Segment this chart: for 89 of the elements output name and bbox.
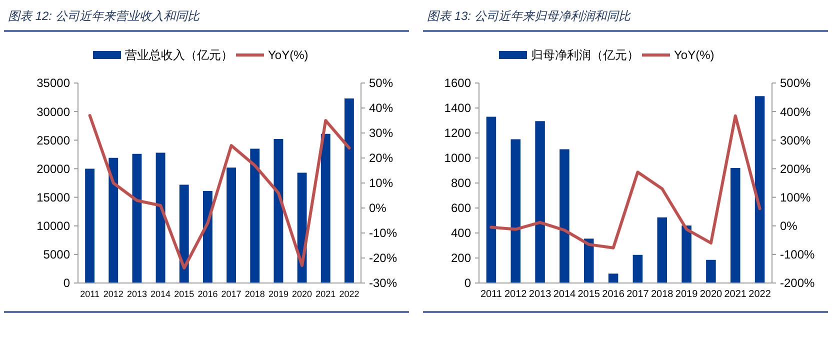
bar — [274, 139, 284, 283]
y2-tick-label: 0% — [369, 201, 387, 216]
y-tick-label: 5000 — [43, 248, 70, 262]
y-tick-label: 35000 — [36, 76, 70, 90]
x-tick-label: 2012 — [504, 289, 528, 300]
x-tick-label: 2022 — [748, 289, 772, 300]
x-tick-label: 2012 — [103, 289, 124, 299]
line-series — [490, 114, 762, 250]
x-tick-label: 2019 — [675, 289, 698, 300]
y-tick-label: 25000 — [36, 133, 70, 148]
x-tick-label: 2016 — [602, 289, 625, 300]
x-tick-label: 2022 — [339, 289, 360, 299]
bar — [535, 121, 545, 283]
x-tick-label: 2015 — [578, 289, 600, 300]
x-tick-label: 2013 — [528, 289, 552, 300]
y2-tick-label: 500% — [780, 76, 812, 90]
y-tick-label: 600 — [450, 201, 472, 216]
y-tick-label: 0 — [464, 276, 472, 290]
bar — [344, 98, 354, 283]
y-tick-label: 0 — [63, 276, 70, 290]
legend-label: YoY(%) — [268, 48, 308, 62]
line-series — [88, 114, 351, 270]
y-tick-label: 800 — [450, 176, 472, 190]
legend-label: 归母净利润（亿元） — [531, 48, 639, 62]
bar — [226, 168, 236, 283]
y2-tick-label: -200% — [780, 276, 816, 290]
x-tick-label: 2021 — [724, 289, 747, 300]
y2-tick-label: 40% — [369, 101, 394, 116]
chart-title: 图表 13: 公司近年来归母净利润和同比 — [427, 9, 632, 23]
y-tick-label: 400 — [450, 226, 472, 240]
x-tick-label: 2013 — [126, 289, 147, 299]
x-tick-label: 2020 — [292, 289, 312, 299]
bar — [85, 168, 95, 283]
bar — [320, 134, 330, 283]
y2-tick-label: 100% — [780, 190, 812, 204]
legend-label: YoY(%) — [674, 48, 714, 62]
x-tick-label: 2011 — [80, 289, 100, 299]
x-tick-label: 2014 — [553, 289, 576, 300]
y-tick-label: 200 — [450, 251, 472, 266]
x-tick-label: 2017 — [221, 289, 242, 299]
bar — [730, 168, 740, 283]
x-tick-label: 2017 — [626, 289, 650, 300]
bar — [657, 217, 668, 283]
y2-tick-label: 400% — [780, 104, 812, 119]
x-tick-label: 2014 — [150, 289, 171, 299]
bar — [584, 238, 594, 283]
bar — [706, 260, 716, 283]
y2-tick-label: 30% — [369, 126, 394, 140]
y-tick-label: 20000 — [36, 162, 70, 176]
y-tick-label: 1600 — [444, 76, 472, 90]
bar — [486, 116, 496, 283]
bar — [132, 154, 142, 283]
y2-tick-label: 50% — [369, 76, 394, 90]
x-tick-label: 2019 — [268, 289, 288, 299]
x-tick-label: 2016 — [198, 289, 218, 299]
y2-tick-label: -100% — [780, 248, 816, 262]
y-tick-label: 15000 — [36, 190, 70, 204]
x-tick-label: 2015 — [174, 289, 194, 299]
y-tick-label: 1400 — [444, 101, 472, 116]
legend-label: 营业总收入（亿元） — [125, 48, 233, 62]
y2-tick-label: 0% — [780, 219, 798, 234]
y2-tick-label: 20% — [369, 151, 394, 166]
bar — [156, 152, 166, 283]
chart-title: 图表 12: 公司近年来营业收入和同比 — [8, 9, 200, 23]
bar — [632, 254, 643, 283]
y2-tick-label: 300% — [780, 133, 812, 148]
y-tick-label: 1000 — [444, 151, 472, 166]
bar — [179, 184, 189, 283]
bar — [510, 139, 521, 283]
y2-tick-label: 10% — [369, 176, 394, 190]
bar — [108, 158, 118, 283]
bar — [202, 191, 212, 283]
y-tick-label: 10000 — [36, 219, 70, 234]
x-tick-label: 2020 — [700, 289, 723, 300]
y-tick-label: 30000 — [36, 104, 70, 119]
x-tick-label: 2011 — [480, 289, 502, 300]
bar — [682, 226, 692, 283]
y2-tick-label: -30% — [369, 276, 398, 290]
x-tick-label: 2018 — [244, 289, 265, 299]
y2-tick-label: -10% — [369, 226, 398, 240]
y2-tick-label: 200% — [780, 162, 812, 176]
bar — [608, 274, 618, 283]
bar — [250, 148, 260, 283]
x-tick-label: 2021 — [316, 289, 336, 299]
y-tick-label: 1200 — [444, 126, 472, 140]
x-tick-label: 2018 — [651, 289, 674, 300]
bar — [560, 149, 570, 283]
y2-tick-label: -20% — [369, 251, 398, 266]
bar — [754, 96, 765, 283]
